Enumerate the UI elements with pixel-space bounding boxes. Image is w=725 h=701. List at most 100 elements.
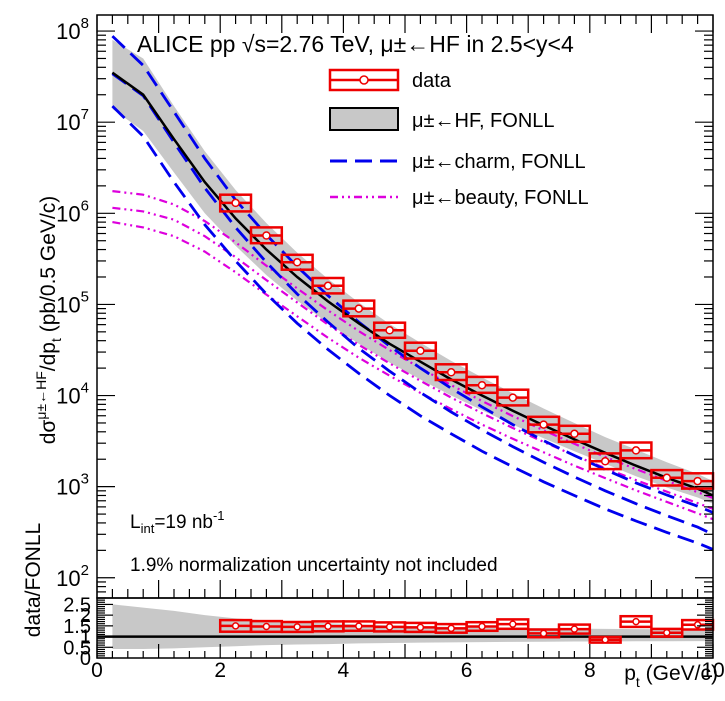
ratio-marker bbox=[509, 620, 517, 628]
lumi-rest: =19 nb bbox=[154, 512, 213, 533]
data-point bbox=[526, 415, 561, 434]
data-marker bbox=[446, 368, 456, 377]
ratio-marker bbox=[385, 623, 394, 631]
ratio-marker bbox=[601, 636, 609, 644]
data-points-layer bbox=[218, 193, 715, 490]
data-point bbox=[619, 441, 653, 460]
data-marker bbox=[262, 231, 271, 240]
bottom-y-axis-title: data/FONLL bbox=[22, 523, 45, 637]
ratio-marker bbox=[632, 617, 640, 626]
ratio-marker bbox=[231, 622, 240, 630]
data-point bbox=[249, 226, 284, 245]
ratio-marker bbox=[355, 622, 363, 630]
ratio-y-tick-label: 2 bbox=[80, 605, 91, 627]
x-tick-label: 2 bbox=[214, 659, 226, 682]
data-marker bbox=[693, 476, 702, 486]
data-point bbox=[280, 253, 314, 271]
charm-upper-line bbox=[111, 35, 714, 514]
legend-entry-beauty: μ±←beauty, FONLL bbox=[330, 187, 589, 209]
fonll-lines-layer bbox=[111, 35, 714, 551]
ratio-marker bbox=[262, 622, 271, 631]
data-marker bbox=[631, 446, 641, 455]
legend-entry-data: data bbox=[328, 68, 452, 92]
data-point bbox=[557, 424, 592, 444]
legend-label-charm: μ±←charm, FONLL bbox=[412, 151, 586, 173]
y-tick-label: 102 bbox=[56, 562, 89, 591]
ylabel-sub: t bbox=[48, 338, 64, 342]
beauty-lower-line bbox=[112, 221, 714, 521]
norm-annotation: 1.9% normalization uncertainty not inclu… bbox=[130, 555, 498, 576]
legend-entry-hf: μ±←HF, FONLL bbox=[329, 107, 555, 132]
ratio-point bbox=[496, 618, 530, 631]
ratio-point bbox=[465, 620, 499, 633]
x-tick-label: 0 bbox=[91, 659, 103, 682]
top-axes-layer: 102 103 104 105 106 107 108 bbox=[56, 14, 714, 599]
legend-label-beauty: μ±←beauty, FONLL bbox=[412, 187, 589, 209]
ratio-point bbox=[557, 623, 592, 635]
data-marker bbox=[570, 429, 579, 439]
charm-lower-line bbox=[111, 105, 714, 551]
top-frame bbox=[96, 14, 714, 599]
ratio-marker bbox=[663, 628, 671, 637]
bottom-axes-layer: 00.511.522.50 2 4 6 8 10 bbox=[63, 594, 724, 682]
legend-entry-charm: μ±←charm, FONLL bbox=[330, 151, 586, 173]
ratio-marker bbox=[416, 623, 425, 632]
hf-central-line bbox=[111, 71, 714, 497]
data-marker bbox=[323, 281, 333, 291]
lumi-annotation: Lint=19 nb-1 bbox=[130, 508, 225, 536]
ratio-marker bbox=[324, 622, 332, 631]
data-marker bbox=[477, 380, 487, 390]
legend-label-data: data bbox=[412, 70, 452, 92]
xlabel-unit: (GeV/c) bbox=[640, 662, 718, 685]
data-marker bbox=[508, 393, 518, 402]
data-marker bbox=[292, 258, 302, 267]
ratio-y-tick-label: 2.5 bbox=[63, 594, 91, 616]
y-tick-label: 107 bbox=[56, 106, 89, 135]
ratio-point bbox=[650, 627, 684, 638]
ratio-point bbox=[588, 635, 622, 644]
data-marker bbox=[231, 198, 240, 208]
x-tick-label: 8 bbox=[584, 659, 596, 682]
data-marker bbox=[539, 420, 548, 429]
charm-central-line bbox=[111, 72, 714, 536]
data-point bbox=[342, 299, 376, 318]
legend-label-hf: μ±←HF, FONLL bbox=[412, 110, 555, 132]
legend-hf-swatch bbox=[329, 107, 399, 131]
chart-title: ALICE pp √s=2.76 TeV, μ±←HF in 2.5<y<4 bbox=[137, 31, 574, 57]
data-point bbox=[465, 375, 499, 395]
ylabel-d-sigma: dσ bbox=[37, 420, 60, 445]
xlabel-p: p bbox=[624, 662, 636, 685]
data-point bbox=[372, 321, 407, 340]
x-axis-title: pt (GeV/c) bbox=[624, 662, 718, 690]
top-y-axis-title: dσμ±←HF/dpt (pb/0.5 GeV/c) bbox=[33, 196, 64, 445]
data-point bbox=[218, 193, 253, 213]
ratio-y-tick-label: 1 bbox=[80, 627, 91, 649]
data-point bbox=[588, 452, 622, 471]
data-marker bbox=[600, 457, 610, 466]
data-marker bbox=[662, 473, 672, 483]
x-tick-label: 10 bbox=[701, 659, 724, 682]
ratio-marker bbox=[478, 622, 486, 631]
y-tick-label: 105 bbox=[56, 288, 89, 317]
ratio-points-layer bbox=[218, 614, 715, 644]
data-marker bbox=[385, 326, 394, 335]
hf-fonll-band-layer bbox=[112, 39, 713, 504]
ratio-y-tick-label: 1.5 bbox=[63, 616, 91, 638]
y-tick-label: 108 bbox=[56, 15, 89, 44]
lumi-L: L bbox=[130, 512, 141, 533]
y-tick-label: 104 bbox=[56, 380, 89, 409]
hf-fonll-band bbox=[112, 39, 713, 504]
data-point bbox=[403, 341, 438, 360]
ratio-y-tick-label: 0 bbox=[80, 648, 91, 670]
ylabel-mid: /dp bbox=[37, 342, 60, 371]
data-marker bbox=[416, 346, 425, 356]
lumi-sub: int bbox=[141, 521, 155, 536]
data-marker bbox=[354, 304, 364, 313]
data-point bbox=[496, 388, 530, 407]
ratio-marker bbox=[447, 624, 455, 633]
ratio-marker bbox=[539, 629, 548, 638]
ratio-marker bbox=[570, 625, 579, 633]
ratio-marker bbox=[293, 623, 301, 631]
